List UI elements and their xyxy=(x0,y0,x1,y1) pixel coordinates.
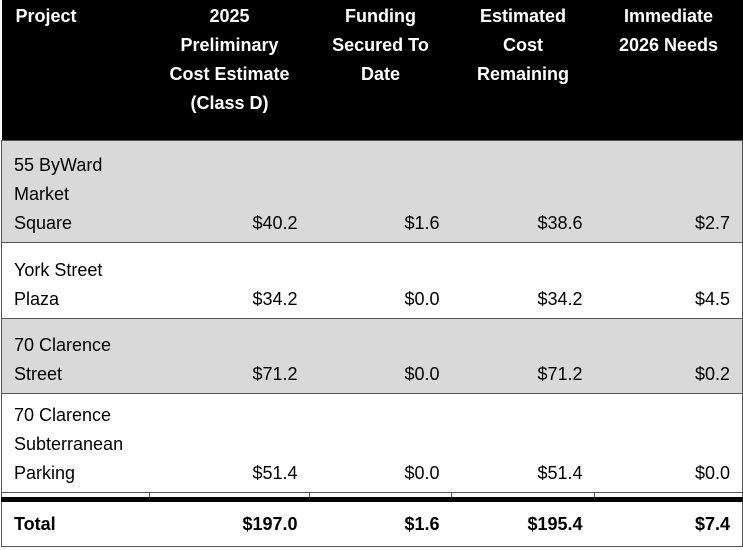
spacer-row xyxy=(1,492,743,500)
amount: $2.7 xyxy=(694,213,730,233)
value-cell: $38.6 xyxy=(451,140,595,243)
spacer-cell xyxy=(1,492,150,500)
column-header: 2025 Preliminary Cost Estimate (Class D) xyxy=(149,0,310,141)
value-cell: $4.5 xyxy=(594,242,743,319)
value-cell: $71.2 xyxy=(451,318,595,394)
amount: $38.6 xyxy=(537,213,583,233)
data-row: 55 ByWard Market Square $40.2 $1.6 $38.6 $2.… xyxy=(1,140,743,243)
spacer-cell xyxy=(451,492,595,500)
column-header: Estimated Cost Remaining xyxy=(451,0,595,141)
amount: $0.2 xyxy=(694,364,730,384)
value-cell: $34.2 xyxy=(451,242,595,319)
project-name: 70 Clarence Street xyxy=(14,335,112,384)
amount: $34.2 xyxy=(537,289,583,309)
header-row: Project 2025 Preliminary Cost Estimate (C… xyxy=(1,0,743,141)
value-cell: $0.0 xyxy=(309,318,452,394)
value-cell: $34.2 xyxy=(149,242,310,319)
total-value-cell: $1.6 xyxy=(309,497,452,547)
amount: $0.0 xyxy=(404,364,440,384)
project-cell: 70 Clarence Street xyxy=(1,318,150,394)
project-name: York Street Plaza xyxy=(14,260,103,309)
data-row: York Street Plaza $34.2 $0.0 $34.2 $4.5 xyxy=(1,242,743,319)
header-text: Immediate 2026 Needs xyxy=(618,6,719,55)
total-amount: $7.4 xyxy=(694,513,730,534)
total-value-cell: $7.4 xyxy=(594,497,743,547)
amount: $40.2 xyxy=(252,213,298,233)
project-cell: York Street Plaza xyxy=(1,242,150,319)
value-cell: $0.0 xyxy=(309,242,452,319)
project-name: 70 Clarence Subterranean Parking xyxy=(14,405,124,483)
spacer-cell xyxy=(309,492,452,500)
amount: $0.0 xyxy=(694,463,730,483)
value-cell: $0.2 xyxy=(594,318,743,394)
project-cell: 55 ByWard Market Square xyxy=(1,140,150,243)
total-label-cell: Total xyxy=(1,497,150,547)
total-value-cell: $195.4 xyxy=(451,497,595,547)
data-row: 70 Clarence Street $71.2 $0.0 $71.2 $0.2 xyxy=(1,318,743,394)
value-cell: $0.0 xyxy=(309,393,452,493)
project-cell: 70 Clarence Subterranean Parking xyxy=(1,393,150,493)
project-name: 55 ByWard Market Square xyxy=(14,155,103,233)
value-cell: $40.2 xyxy=(149,140,310,243)
header-text: 2025 Preliminary Cost Estimate (Class D) xyxy=(169,6,290,113)
spacer-cell xyxy=(594,492,743,500)
total-row: Total $197.0 $1.6 $195.4 $7.4 xyxy=(1,497,743,547)
header-text: Funding Secured To Date xyxy=(332,6,429,84)
column-header: Funding Secured To Date xyxy=(309,0,452,141)
total-label: Total xyxy=(14,513,56,534)
spacer-cell xyxy=(149,492,310,500)
header-text: Estimated Cost Remaining xyxy=(476,6,569,84)
value-cell: $1.6 xyxy=(309,140,452,243)
amount: $0.0 xyxy=(404,289,440,309)
column-header: Immediate 2026 Needs xyxy=(594,0,743,141)
amount: $71.2 xyxy=(537,364,583,384)
amount: $0.0 xyxy=(404,463,440,483)
amount: $34.2 xyxy=(252,289,298,309)
value-cell: $0.0 xyxy=(594,393,743,493)
data-row: 70 Clarence Subterranean Parking $51.4 $0.… xyxy=(1,393,743,493)
amount: $4.5 xyxy=(694,289,730,309)
value-cell: $51.4 xyxy=(149,393,310,493)
amount: $1.6 xyxy=(404,213,440,233)
total-amount: $1.6 xyxy=(404,513,440,534)
column-header: Project xyxy=(1,0,150,141)
amount: $51.4 xyxy=(537,463,583,483)
amount: $51.4 xyxy=(252,463,298,483)
header-text: Project xyxy=(15,6,77,26)
value-cell: $51.4 xyxy=(451,393,595,493)
amount: $71.2 xyxy=(252,364,298,384)
value-cell: $2.7 xyxy=(594,140,743,243)
total-value-cell: $197.0 xyxy=(149,497,310,547)
total-amount: $195.4 xyxy=(527,513,583,534)
value-cell: $71.2 xyxy=(149,318,310,394)
total-amount: $197.0 xyxy=(242,513,298,534)
